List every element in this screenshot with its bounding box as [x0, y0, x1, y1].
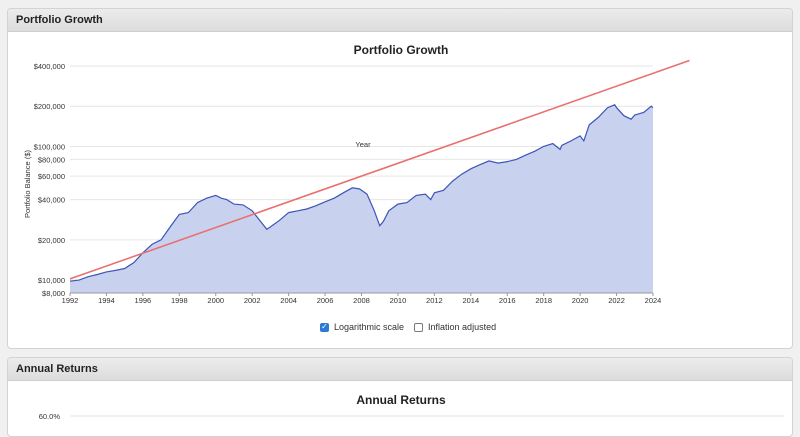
x-tick-label: 2006 — [317, 296, 334, 305]
annual-returns-panel: Annual Returns Annual Returns 60.0% — [7, 357, 793, 437]
x-tick-label: 2014 — [462, 296, 479, 305]
y-tick-label: $40,000 — [38, 196, 65, 205]
inflation-adjusted-checkbox[interactable]: Inflation adjusted — [414, 322, 496, 332]
portfolio-line — [69, 104, 654, 282]
x-tick-label: 1994 — [98, 296, 115, 305]
y-tick-label: $100,000 — [34, 142, 65, 151]
y-axis-label: Portfolio Balance ($) — [23, 150, 32, 218]
log-scale-checkbox[interactable]: ✓ Logarithmic scale — [320, 322, 404, 332]
inflation-adjusted-checkbox-box[interactable] — [414, 322, 424, 332]
x-tick-label: 1996 — [135, 296, 152, 305]
portfolio-area — [70, 104, 653, 293]
x-tick-label: 2016 — [499, 296, 516, 305]
y-tick-label: $60,000 — [38, 172, 65, 181]
chart-controls: ✓ Logarithmic scale Inflation adjusted — [320, 322, 506, 332]
portfolio-growth-panel: Portfolio Growth Portfolio Growth $8,000… — [7, 8, 793, 349]
x-tick-label: 2020 — [572, 296, 589, 305]
trend-line — [69, 59, 690, 280]
y-tick-label: $10,000 — [38, 276, 65, 285]
y-tick-label: $8,000 — [42, 289, 65, 298]
x-tick-label: 1992 — [62, 296, 79, 305]
x-tick-label: 2004 — [280, 296, 297, 305]
x-tick-label: 2022 — [608, 296, 625, 305]
annual-returns-chart: 60.0% — [39, 412, 784, 421]
y-tick-label: $200,000 — [34, 102, 65, 111]
x-tick-label: 2002 — [244, 296, 261, 305]
y-tick-label: 60.0% — [39, 412, 61, 421]
log-scale-label: Logarithmic scale — [334, 322, 405, 332]
x-axis-label: Year — [355, 140, 371, 149]
portfolio-growth-chart-title: Portfolio Growth — [353, 43, 449, 57]
x-tick-label: 2012 — [426, 296, 443, 305]
annual-returns-chart-title: Annual Returns — [356, 393, 446, 407]
portfolio-growth-chart: $8,000 $10,000 $20,000 $40,000 $60,000 $80,00… — [23, 59, 690, 305]
x-tick-label: 2000 — [207, 296, 224, 305]
log-scale-checkbox-box[interactable]: ✓ — [320, 322, 329, 332]
y-tick-label: $20,000 — [38, 236, 65, 245]
x-tick-label: 2008 — [353, 296, 370, 305]
portfolio-growth-panel-header: Portfolio Growth — [8, 9, 792, 32]
y-tick-label: $80,000 — [38, 155, 65, 164]
annual-returns-panel-header: Annual Returns — [8, 358, 792, 381]
x-tick-label: 2018 — [535, 296, 552, 305]
x-tick-label: 2010 — [390, 296, 407, 305]
x-tick-label: 1998 — [171, 296, 188, 305]
checkmark-icon: ✓ — [321, 322, 328, 331]
y-tick-label: $400,000 — [34, 62, 65, 71]
x-tick-label: 2024 — [645, 296, 662, 305]
inflation-adjusted-label: Inflation adjusted — [428, 322, 497, 332]
